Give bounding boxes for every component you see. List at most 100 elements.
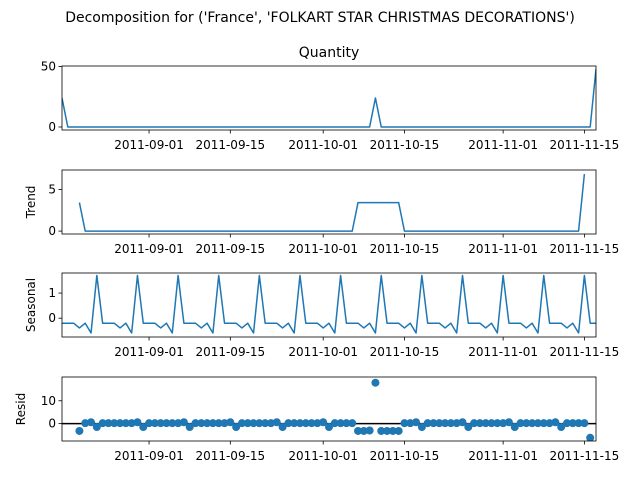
resid-point — [359, 426, 368, 435]
series-line — [62, 68, 596, 128]
resid-point — [272, 418, 281, 427]
y-tick-label: 5 — [48, 183, 56, 197]
figure-title: Decomposition for ('France', 'FOLKART ST… — [65, 10, 575, 26]
resid-point — [203, 419, 212, 428]
resid-point — [197, 419, 206, 428]
resid-point — [383, 426, 392, 435]
axes-frame — [61, 272, 597, 338]
resid-point — [232, 423, 241, 432]
x-tick-label: 2011-09-15 — [195, 242, 265, 256]
y-tick-label: 1 — [48, 286, 56, 300]
resid-point — [87, 418, 96, 427]
plot-area — [62, 274, 596, 334]
resid-point — [278, 423, 287, 432]
resid-point — [481, 419, 490, 428]
resid-point — [557, 423, 566, 432]
resid-point — [441, 419, 450, 428]
resid-point — [510, 423, 519, 432]
panel-trend: Trend 0 5 2011-09-01 2011-09-15 2011-10-01 20… — [24, 169, 620, 256]
resid-point — [412, 418, 421, 427]
resid-point — [284, 419, 293, 428]
resid-point — [191, 419, 200, 428]
resid-point — [116, 419, 125, 428]
y-tick-label: 10 — [41, 394, 56, 408]
resid-point — [394, 426, 403, 435]
resid-point — [400, 419, 409, 428]
x-tick-label: 2011-09-15 — [195, 345, 265, 359]
resid-point — [435, 419, 444, 428]
resid-point — [429, 419, 438, 428]
series-line — [78, 173, 586, 232]
x-tick-label: 2011-11-15 — [550, 242, 620, 256]
x-tick-label: 2011-09-01 — [114, 242, 184, 256]
resid-point — [325, 423, 333, 432]
x-tick-label: 2011-11-15 — [550, 449, 620, 463]
x-tick-label: 2011-11-01 — [468, 449, 538, 463]
resid-point — [208, 419, 217, 428]
resid-point — [475, 419, 484, 428]
x-tick-label: 2011-11-01 — [468, 242, 538, 256]
resid-point — [580, 419, 589, 428]
resid-point — [423, 419, 432, 428]
y-tick-label: 0 — [48, 120, 56, 134]
x-tick-label: 2011-10-15 — [370, 449, 440, 463]
x-tick-label: 2011-11-01 — [468, 345, 538, 359]
resid-point — [458, 418, 467, 427]
resid-point — [336, 419, 345, 428]
resid-point — [179, 418, 188, 427]
resid-point — [487, 419, 496, 428]
panel-seasonal: Seasonal 0 1 2011-09-01 2011-09-15 2011-10-0… — [24, 272, 620, 359]
axes-frame — [61, 169, 597, 235]
y-tick-label: 0 — [48, 311, 56, 325]
resid-point — [110, 419, 119, 428]
resid-point — [168, 419, 177, 428]
resid-point — [214, 419, 223, 428]
x-tick-label: 2011-10-15 — [370, 138, 440, 152]
x-tick-label: 2011-11-15 — [550, 345, 620, 359]
y-tick-label: 0 — [48, 224, 56, 238]
resid-point — [464, 423, 473, 432]
x-tick-label: 2011-09-15 — [195, 138, 265, 152]
resid-point — [354, 426, 363, 435]
axes-frame — [61, 65, 597, 131]
x-tick-label: 2011-09-15 — [195, 449, 265, 463]
resid-point — [586, 433, 595, 441]
resid-point — [162, 419, 171, 428]
x-tick-label: 2011-10-01 — [288, 345, 358, 359]
x-tick-label: 2011-11-15 — [550, 138, 620, 152]
resid-point — [139, 423, 148, 432]
y-axis-label: Seasonal — [24, 278, 38, 332]
plot-area — [62, 68, 596, 128]
x-tick-label: 2011-09-01 — [114, 345, 184, 359]
resid-point — [365, 426, 374, 435]
resid-point — [255, 419, 264, 428]
resid-point — [417, 423, 426, 432]
y-tick-label: 0 — [48, 417, 56, 431]
plot-area — [62, 378, 596, 441]
resid-point — [185, 423, 194, 432]
x-tick-label: 2011-09-01 — [114, 138, 184, 152]
resid-point — [533, 419, 542, 428]
panel-resid: Resid 0 10 2011-09-01 2011-09-15 2011-10-01 2… — [14, 376, 620, 463]
resid-point — [243, 419, 252, 428]
plot-area — [78, 173, 586, 232]
panel-title: Quantity — [299, 45, 360, 61]
resid-point — [528, 419, 537, 428]
x-tick-label: 2011-10-15 — [370, 242, 440, 256]
resid-point — [319, 418, 328, 427]
resid-point — [342, 419, 351, 428]
resid-point — [539, 419, 548, 428]
resid-point — [470, 419, 479, 428]
y-tick-label: 50 — [41, 60, 56, 74]
x-tick-label: 2011-10-15 — [370, 345, 440, 359]
resid-point — [371, 378, 380, 387]
resid-point — [104, 419, 113, 428]
resid-point — [75, 426, 84, 435]
y-axis-label: Resid — [14, 393, 28, 425]
x-tick-label: 2011-09-01 — [114, 449, 184, 463]
resid-point — [551, 418, 560, 427]
resid-point — [226, 418, 235, 427]
resid-point — [301, 419, 310, 428]
resid-point — [133, 418, 142, 427]
